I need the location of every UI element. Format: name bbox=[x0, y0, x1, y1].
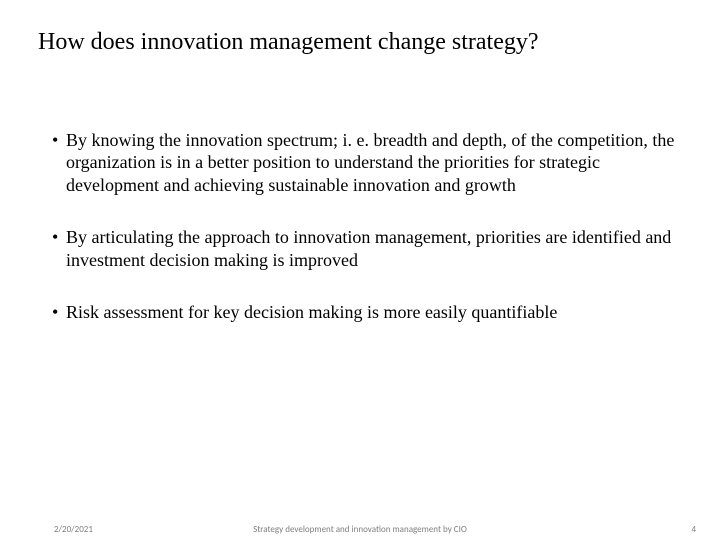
slide: How does innovation management change st… bbox=[0, 0, 720, 540]
list-item: By knowing the innovation spectrum; i. e… bbox=[52, 129, 682, 197]
footer-center-text: Strategy development and innovation mana… bbox=[0, 524, 720, 535]
footer-page-number: 4 bbox=[691, 524, 696, 535]
list-item: By articulating the approach to innovati… bbox=[52, 226, 682, 271]
bullet-list: By knowing the innovation spectrum; i. e… bbox=[38, 129, 682, 324]
slide-title: How does innovation management change st… bbox=[38, 28, 682, 57]
list-item: Risk assessment for key decision making … bbox=[52, 301, 682, 324]
